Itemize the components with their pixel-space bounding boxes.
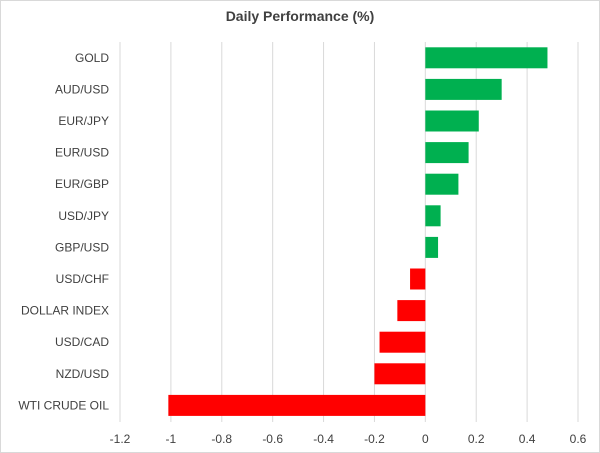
category-label: USD/CHF bbox=[56, 272, 109, 286]
bar bbox=[425, 173, 459, 195]
bar bbox=[410, 268, 426, 290]
category-label: USD/CAD bbox=[55, 335, 109, 349]
x-tick-label: 0 bbox=[422, 432, 429, 446]
bar bbox=[397, 300, 426, 322]
x-tick-label: 0.4 bbox=[519, 432, 536, 446]
bar bbox=[168, 394, 426, 416]
x-tick-label: -0.6 bbox=[262, 432, 283, 446]
category-label: EUR/USD bbox=[55, 146, 109, 160]
bar bbox=[425, 236, 439, 258]
bar bbox=[425, 142, 469, 164]
bar bbox=[425, 205, 441, 227]
category-label: NZD/USD bbox=[56, 367, 110, 381]
category-label: WTI CRUDE OIL bbox=[18, 398, 109, 412]
x-tick-label: -1.2 bbox=[110, 432, 131, 446]
x-tick-label: -1 bbox=[166, 432, 177, 446]
bar bbox=[425, 110, 479, 132]
category-label: AUD/USD bbox=[55, 82, 109, 96]
bar bbox=[425, 78, 502, 100]
category-label: GOLD bbox=[75, 51, 109, 65]
bar bbox=[374, 363, 426, 385]
gridlines bbox=[119, 42, 579, 422]
category-label: USD/JPY bbox=[58, 209, 109, 223]
bar bbox=[379, 331, 426, 353]
bars bbox=[168, 47, 548, 416]
x-tick-label: 0.2 bbox=[468, 432, 485, 446]
category-label: GBP/USD bbox=[55, 240, 109, 254]
x-tick-label: 0.6 bbox=[570, 432, 587, 446]
category-label: EUR/JPY bbox=[58, 114, 109, 128]
chart-title: Daily Performance (%) bbox=[225, 8, 375, 24]
category-label: DOLLAR INDEX bbox=[21, 304, 109, 318]
bar bbox=[425, 47, 548, 69]
x-tick-label: -0.4 bbox=[313, 432, 334, 446]
category-labels: GOLD AUD/USD EUR/JPY EUR/USD EUR/GBP USD/JPY G… bbox=[18, 51, 109, 413]
x-tick-label: -0.2 bbox=[364, 432, 385, 446]
x-axis-tick-labels: -1.2 -1 -0.8 -0.6 -0.4 -0.2 0 0.2 0.4 0.6 bbox=[110, 432, 587, 446]
x-tick-label: -0.8 bbox=[211, 432, 232, 446]
category-label: EUR/GBP bbox=[55, 177, 109, 191]
